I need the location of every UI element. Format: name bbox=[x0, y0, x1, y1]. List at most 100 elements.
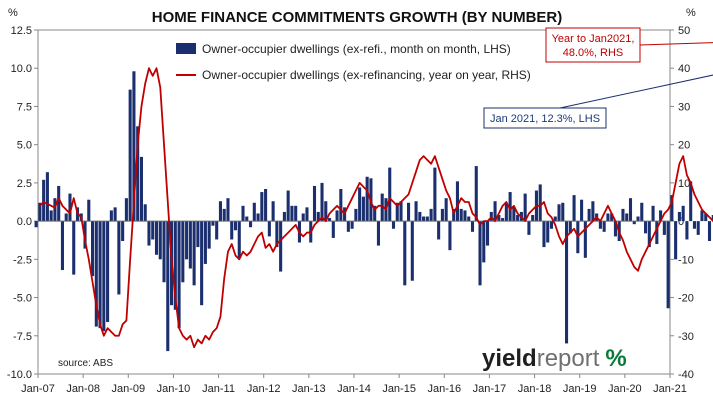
bar bbox=[301, 213, 305, 222]
x-tick-label: Jan-07 bbox=[21, 383, 55, 395]
bar bbox=[677, 211, 681, 222]
bar bbox=[459, 208, 463, 222]
bar bbox=[162, 221, 166, 283]
bar bbox=[666, 221, 670, 309]
legend-label-bar: Owner-occupier dwellings (ex-refi., mont… bbox=[202, 42, 511, 56]
annotation-leader-lhs bbox=[559, 74, 713, 109]
bar bbox=[376, 221, 380, 246]
x-tick-label: Jan-14 bbox=[337, 383, 371, 395]
bar bbox=[256, 213, 260, 222]
bar bbox=[331, 221, 335, 238]
bar bbox=[440, 208, 444, 222]
right-tick-label: 40 bbox=[678, 63, 690, 75]
bar bbox=[173, 221, 177, 310]
bar bbox=[670, 195, 674, 222]
bar bbox=[598, 221, 602, 229]
bar bbox=[158, 221, 162, 260]
x-tick-label: Jan-16 bbox=[427, 383, 461, 395]
bar bbox=[365, 176, 369, 222]
bar bbox=[113, 207, 117, 222]
bar bbox=[154, 221, 159, 255]
bar bbox=[493, 201, 497, 222]
left-tick-label: -2.5 bbox=[13, 254, 32, 266]
bar bbox=[433, 167, 437, 222]
annotation-text-rhs-line1: Year to Jan2021, bbox=[552, 33, 635, 45]
bar bbox=[523, 193, 527, 222]
bar bbox=[188, 221, 192, 269]
bar bbox=[403, 221, 407, 286]
x-tick-label: Jan-20 bbox=[608, 383, 642, 395]
left-tick-label: 0.0 bbox=[17, 216, 32, 228]
right-tick-label: 20 bbox=[678, 140, 690, 152]
bar bbox=[151, 221, 155, 240]
bar bbox=[279, 221, 283, 272]
bar bbox=[94, 221, 98, 327]
bar bbox=[264, 189, 268, 222]
right-tick-label: -30 bbox=[678, 331, 694, 343]
bar bbox=[418, 211, 422, 222]
bar bbox=[568, 221, 572, 234]
bar bbox=[681, 205, 685, 222]
bar bbox=[399, 201, 403, 222]
bar bbox=[572, 195, 576, 222]
bar bbox=[233, 221, 238, 231]
bar bbox=[136, 126, 140, 222]
left-tick-label: -10.0 bbox=[7, 369, 32, 381]
bar bbox=[222, 208, 226, 222]
bar bbox=[395, 202, 399, 222]
x-tick-label: Jan-18 bbox=[518, 383, 552, 395]
bar bbox=[512, 207, 516, 222]
bar bbox=[380, 193, 384, 222]
bar bbox=[335, 210, 339, 222]
bar bbox=[557, 204, 561, 222]
bar bbox=[324, 201, 328, 222]
bar bbox=[508, 192, 512, 222]
left-tick-label: 12.5 bbox=[11, 25, 32, 37]
x-tick-label: Jan-15 bbox=[382, 383, 416, 395]
annotation-text-lhs: Jan 2021, 12.3%, LHS bbox=[490, 113, 600, 125]
bar bbox=[437, 221, 441, 240]
x-tick-label: Jan-08 bbox=[66, 383, 100, 395]
right-tick-label: 10 bbox=[678, 178, 690, 190]
bar bbox=[613, 221, 617, 237]
bar bbox=[91, 221, 95, 277]
bar bbox=[429, 208, 433, 222]
bar bbox=[34, 221, 38, 228]
bar bbox=[583, 221, 587, 258]
bar bbox=[704, 213, 708, 222]
logo-part-word2: report bbox=[537, 345, 600, 372]
bar bbox=[448, 221, 452, 251]
right-tick-label: -20 bbox=[678, 293, 694, 305]
bar bbox=[662, 221, 666, 235]
bar bbox=[410, 221, 414, 281]
x-tick-label: Jan-11 bbox=[202, 383, 235, 395]
bar bbox=[128, 89, 132, 222]
bar bbox=[271, 201, 275, 222]
left-tick-label: 2.5 bbox=[17, 178, 32, 190]
bar bbox=[452, 208, 456, 222]
bar bbox=[87, 199, 91, 222]
bar bbox=[49, 210, 53, 222]
bar bbox=[625, 213, 629, 222]
bar bbox=[414, 201, 418, 222]
annotation-box-lhs bbox=[483, 107, 607, 129]
right-tick-label: 0 bbox=[678, 216, 684, 228]
bar bbox=[444, 198, 448, 222]
bar bbox=[455, 181, 459, 222]
bar bbox=[361, 196, 365, 222]
bar bbox=[610, 213, 614, 222]
left-tick-label: -5.0 bbox=[13, 293, 32, 305]
bar bbox=[192, 221, 196, 286]
bar bbox=[565, 221, 569, 344]
bar bbox=[711, 215, 713, 222]
bar bbox=[215, 221, 219, 240]
bar bbox=[166, 221, 170, 352]
bar bbox=[132, 71, 136, 222]
bar bbox=[692, 221, 696, 229]
bar bbox=[388, 167, 392, 222]
bar bbox=[606, 213, 610, 222]
bar bbox=[591, 201, 595, 222]
bar bbox=[546, 221, 550, 243]
bar bbox=[68, 193, 72, 222]
